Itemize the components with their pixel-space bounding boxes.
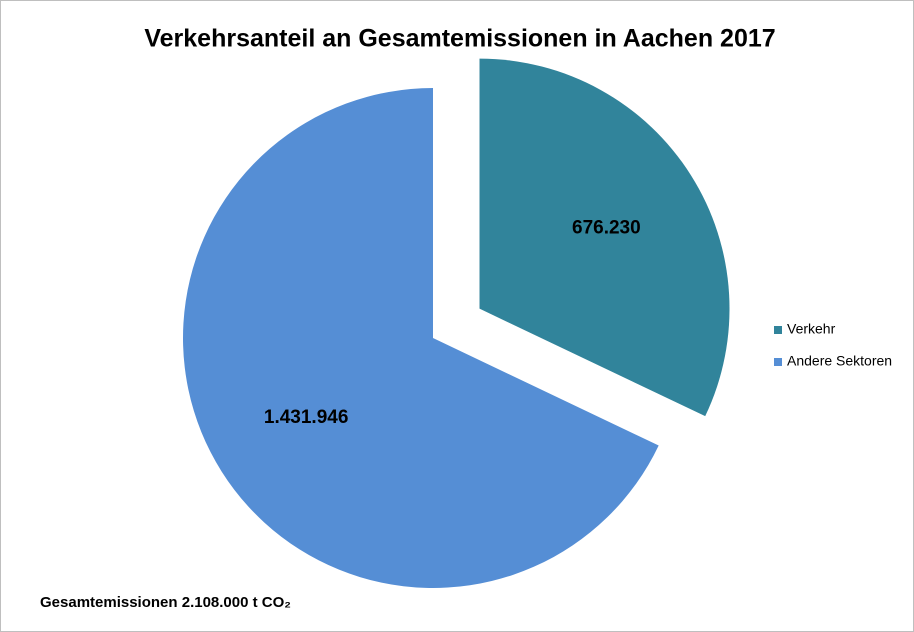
legend-swatch xyxy=(774,326,782,334)
legend-label: Verkehr xyxy=(787,321,836,337)
legend-label: Andere Sektoren xyxy=(787,353,892,369)
chart-title: Verkehrsanteil an Gesamtemissionen in Aa… xyxy=(144,25,775,53)
annotation: Gesamtemissionen 2.108.000 t CO₂ xyxy=(40,594,291,611)
data-label: 676.230 xyxy=(572,218,641,239)
legend-swatch xyxy=(774,358,782,366)
pie-slice xyxy=(479,58,730,417)
pie-slice xyxy=(183,88,659,588)
data-label: 1.431.946 xyxy=(264,407,349,428)
